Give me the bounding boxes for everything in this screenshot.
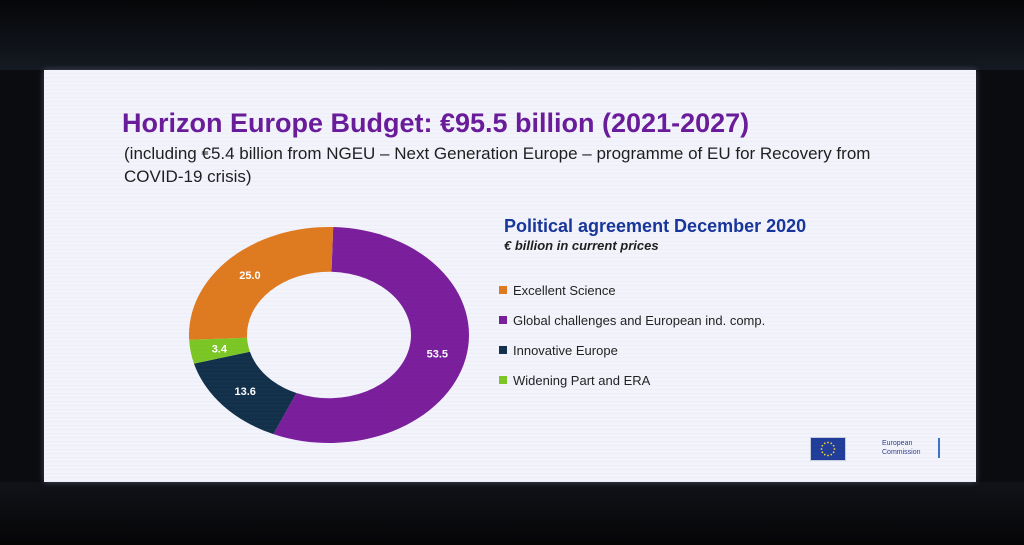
donut-slice-widening-part-and-era [189,337,250,364]
flag-star [823,453,826,456]
agreement-heading: Political agreement December 2020 [504,216,807,236]
donut-value-innovative-europe: 13.6 [234,386,255,398]
legend-item-innovative-europe: Innovative Europe [499,335,765,365]
logo-text-line2: Commission [882,449,921,456]
legend-swatch [499,346,507,354]
stage-background-bottom [0,482,1024,545]
flag-star [827,441,829,444]
legend-label: Widening Part and ERA [513,372,651,388]
presentation-screen: Horizon Europe Budget: €95.5 billion (20… [44,70,976,482]
flag-star [820,448,823,450]
logo-divider [938,438,940,458]
flag-star [832,451,835,454]
flag-star [830,453,833,456]
flag-star [833,448,836,450]
flag-star [821,444,824,447]
logo-text: European Commission [882,439,921,457]
logo-text-line1: European [882,440,913,447]
legend-item-global-challenges-and-european-ind-comp: Global challenges and European ind. comp… [499,305,765,335]
units-note: € billion in current prices [504,238,659,253]
legend-label: Excellent Science [513,282,616,298]
donut-value-widening-part-and-era: 3.4 [212,343,228,355]
donut-slice-innovative-europe [193,351,297,435]
donut-slice-excellent-science [189,227,334,340]
chart-legend: Excellent Science Global challenges and E… [499,275,765,395]
flag-star [830,442,833,445]
stage-background-top [0,0,1024,70]
slide-subtitle: (including €5.4 billion from NGEU – Next… [124,144,871,186]
donut-slice-global-challenges-and-european-ind-comp [273,227,469,443]
legend-item-widening-part-and-era: Widening Part and ERA [499,365,765,395]
legend-label: Innovative Europe [513,342,618,358]
legend-item-excellent-science: Excellent Science [499,275,765,305]
legend-label: Global challenges and European ind. comp… [513,312,766,328]
flag-star [823,442,826,445]
legend-swatch [499,316,507,324]
slide-title: Horizon Europe Budget: €95.5 billion (20… [122,108,750,138]
donut-value-excellent-science: 25.0 [239,270,260,282]
legend-swatch [499,286,507,294]
flag-star [821,451,824,454]
european-commission-logo: European Commission [810,437,944,461]
flag-star [832,444,835,447]
legend-swatch [499,376,507,384]
flag-star [827,454,829,457]
eu-flag-icon [810,437,846,461]
donut-value-global-challenges-and-european-ind-comp: 53.5 [427,349,448,361]
budget-donut-chart: 53.5 13.6 3.4 25.0 [189,227,469,443]
